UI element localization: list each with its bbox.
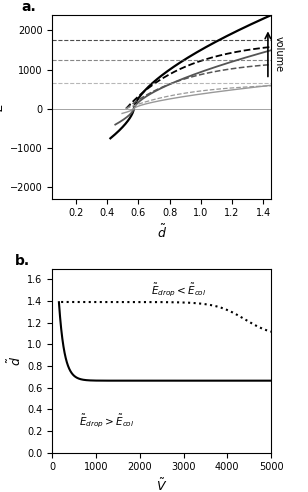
X-axis label: $\tilde{d}$: $\tilde{d}$ xyxy=(157,224,167,242)
Y-axis label: $\tilde{E}$: $\tilde{E}$ xyxy=(0,102,7,112)
Text: a.: a. xyxy=(22,0,36,14)
Text: $\tilde{E}_{drop} > \tilde{E}_{col}$: $\tilde{E}_{drop} > \tilde{E}_{col}$ xyxy=(79,412,135,430)
Text: volume: volume xyxy=(274,36,283,72)
Text: $\tilde{E}_{drop} < \tilde{E}_{col}$: $\tilde{E}_{drop} < \tilde{E}_{col}$ xyxy=(152,281,207,299)
Y-axis label: $\tilde{d}$: $\tilde{d}$ xyxy=(7,356,24,366)
X-axis label: $\tilde{V}$: $\tilde{V}$ xyxy=(156,478,167,492)
Text: b.: b. xyxy=(15,254,30,268)
